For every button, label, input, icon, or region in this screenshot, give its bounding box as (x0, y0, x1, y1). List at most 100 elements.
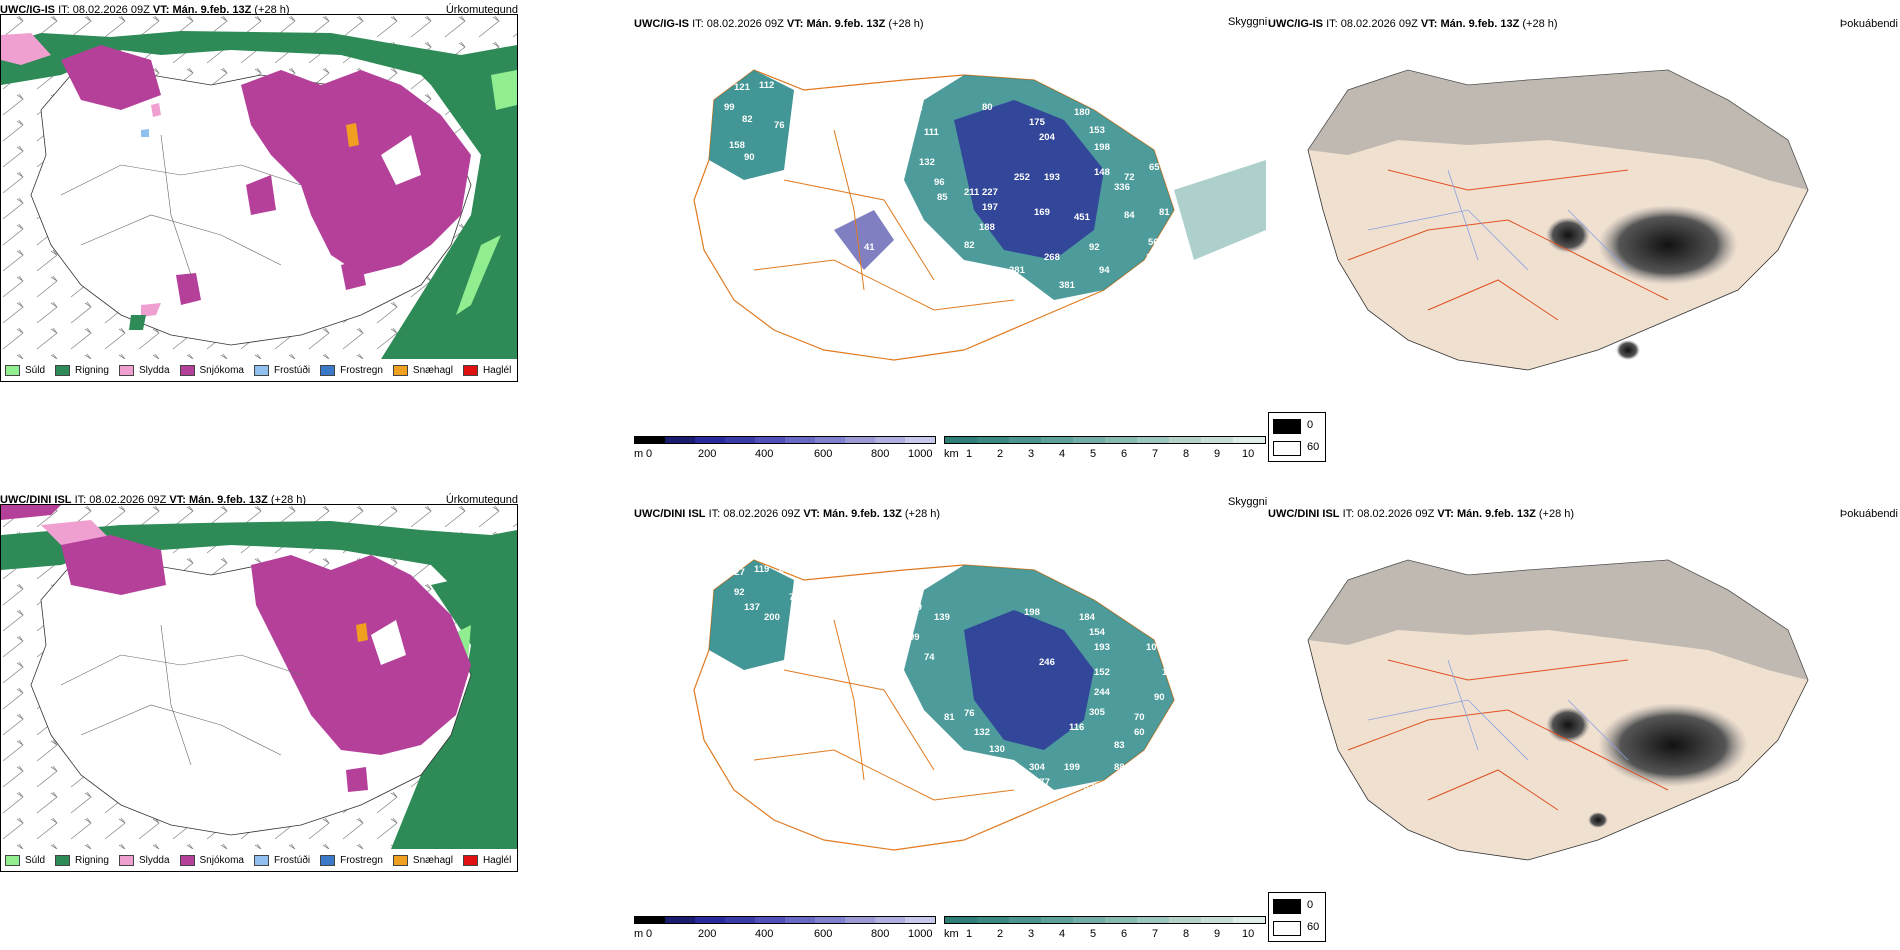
legend-swatch (118, 854, 134, 866)
legend-swatch (5, 854, 20, 866)
colorbar-tick: 9 (1214, 448, 1221, 460)
visibility-label: 92 (734, 587, 745, 598)
visibility-label: 56 (1148, 237, 1159, 248)
panel-title: UWC/DINI ISL IT: 08.02.2026 09Z VT: Mán.… (634, 504, 1266, 524)
colorbar-swatch (635, 917, 665, 923)
lead-time: (+28 h) (904, 508, 941, 520)
colorbar-swatch (1073, 437, 1105, 443)
fog-panel-bottom: UWC/DINI ISL IT: 08.02.2026 09Z VT: Mán.… (1268, 490, 1900, 890)
legend-label: Snæhagl (412, 364, 453, 376)
visibility-label: 227 (982, 187, 998, 198)
roads (753, 129, 1015, 311)
visibility-label: 70 (1134, 712, 1145, 723)
colorbar-swatch (665, 917, 695, 923)
colorbar-tick: 600 (814, 448, 833, 460)
colorbar-tick: 0 (646, 928, 653, 940)
colorbar-swatch (845, 437, 875, 443)
panel-title: UWC/IG-IS IT: 08.02.2026 09Z VT: Mán. 9.… (1268, 14, 1900, 34)
vt-value: Mán. 9.feb. 13Z (806, 18, 886, 30)
visibility-label: 130 (989, 744, 1005, 755)
vt-label: VT: (1437, 508, 1454, 520)
rivers (1367, 169, 1629, 271)
colorbar-tick: 3 (1028, 448, 1035, 460)
visibility-label: 92 (1089, 242, 1100, 253)
fog-legend-swatch-white (1273, 441, 1301, 456)
legend-label: Slydda (138, 364, 170, 376)
visibility-label: 575 (1030, 297, 1047, 308)
visibility-map: 127 119 80 92 137 200 79 108 109 99 74 1… (693, 559, 1179, 851)
model-name: UWC/IG-IS (0, 4, 55, 16)
colorbar-tick: 1 (966, 928, 973, 940)
visibility-label: 153 (1089, 125, 1105, 136)
colorbar-swatch (977, 437, 1009, 443)
legend-item: Frostregn (320, 364, 383, 376)
visibility-label: 198 (1024, 607, 1040, 618)
precip-type-panel-top: UWC/IG-IS IT: 08.02.2026 09Z VT: Mán. 9.… (0, 0, 520, 384)
colorbar-tick: 10 (1242, 928, 1255, 940)
visibility-label: 277 (1034, 777, 1050, 788)
snow-area-south (341, 260, 366, 290)
colorbar-unit: km (944, 928, 959, 940)
visibility-label: 41 (864, 242, 875, 253)
visibility-label: 132 (974, 727, 990, 738)
vt-label: VT: (169, 494, 186, 506)
visibility-map: 121 112 99 82 76 158 90 70 89 114 111 13… (693, 69, 1266, 361)
colorbar-tick: 0 (646, 448, 653, 460)
visibility-label: 90 (1154, 692, 1165, 703)
colorbar-tick: 800 (871, 928, 890, 940)
fog-area-westfjords (709, 70, 794, 180)
it-value: 08.02.2026 09Z (723, 508, 801, 520)
fog-indicator-north (1308, 70, 1808, 190)
visibility-label: 112 (759, 80, 774, 91)
roads (753, 619, 1015, 801)
visibility-label: 211 (964, 187, 980, 198)
colorbar-swatch (1009, 917, 1041, 923)
roads (60, 624, 302, 766)
legend-label: Súld (25, 364, 46, 376)
visibility-colorbar-km: km 1 2 3 4 5 6 7 8 9 10 (944, 436, 1266, 466)
legend-item: Haglél (462, 364, 511, 376)
legend-swatch (462, 854, 478, 866)
it-label: IT: (1326, 18, 1338, 30)
legend-item: Frostregn (320, 854, 383, 866)
vt-value: Mán. 9.feb. 13Z (172, 4, 252, 16)
snow-area-northwest (61, 45, 161, 110)
visibility-label: 82 (912, 102, 923, 113)
precip-legend: Súld Rigning Slydda Snjókoma Frostúði Fr… (1, 849, 517, 871)
visibility-label: 38 (714, 237, 725, 248)
visibility-label: 204 (1039, 132, 1056, 143)
vt-value: Mán. 9.feb. 13Z (1440, 18, 1520, 30)
legend-swatch (179, 364, 195, 376)
colorbar-swatch (1105, 917, 1137, 923)
legend-label: Slydda (138, 854, 170, 866)
legend-swatch (55, 364, 71, 376)
colorbar-swatch (725, 917, 755, 923)
fog-map (1307, 559, 1809, 861)
legend-item: Haglél (462, 854, 511, 866)
visibility-label: 337 (1084, 782, 1100, 793)
visibility-panel-top: UWC/IG-IS IT: 08.02.2026 09Z VT: Mán. 9.… (634, 0, 1267, 470)
fog-indicator-dark (1598, 205, 1738, 285)
legend-item: Súld (5, 364, 46, 376)
visibility-label: 116 (1069, 722, 1084, 733)
colorbar-tick: 8 (1183, 928, 1190, 940)
panel-title: UWC/DINI ISL IT: 08.02.2026 09Z VT: Mán.… (0, 490, 520, 510)
fog-indicator-dark (1598, 703, 1748, 787)
colorbar-swatch (695, 917, 725, 923)
legend-label: Snjókoma (199, 364, 244, 376)
drizzle-area (491, 70, 517, 110)
visibility-colorbar-m: m 0 200 400 600 800 1000 (634, 436, 942, 466)
rivers (1367, 659, 1629, 761)
legend-swatch (118, 364, 134, 376)
colorbar-tick: 6 (1121, 448, 1128, 460)
visibility-label: 198 (1094, 142, 1110, 153)
legend-item: Frostúði (253, 854, 310, 866)
visibility-label: 55 (1119, 777, 1130, 788)
legend-item: Snæhagl (392, 854, 453, 866)
visibility-label: 304 (1029, 762, 1046, 773)
colorbar-swatch (815, 437, 845, 443)
colorbar-tick: 1000 (908, 928, 933, 940)
visibility-label: 60 (1134, 727, 1145, 738)
visibility-label: 108 (909, 582, 925, 593)
colorbar-swatch (1233, 917, 1265, 923)
